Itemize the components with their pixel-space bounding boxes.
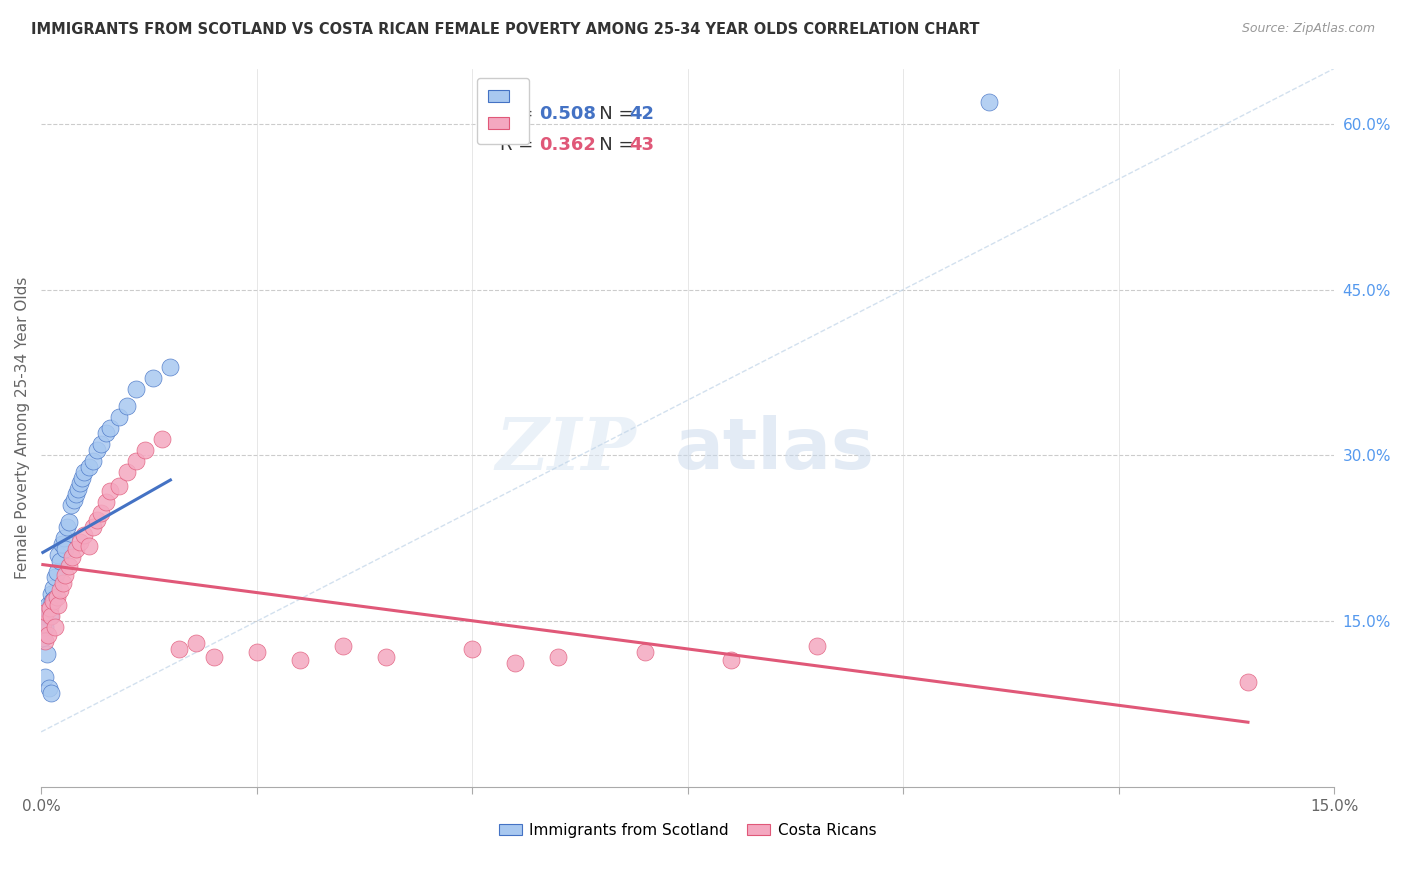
Point bbox=[48, 548, 70, 562]
Point bbox=[42, 594, 65, 608]
Point bbox=[45, 590, 67, 604]
Point bbox=[633, 645, 655, 659]
Point bbox=[38, 681, 60, 695]
Point bbox=[41, 686, 63, 700]
Point bbox=[38, 601, 60, 615]
Point bbox=[37, 648, 59, 662]
Point bbox=[65, 542, 87, 557]
Text: R =: R = bbox=[501, 136, 538, 154]
Point bbox=[42, 581, 65, 595]
Point bbox=[31, 616, 53, 631]
Point bbox=[39, 587, 62, 601]
Point bbox=[246, 645, 269, 659]
Point bbox=[82, 454, 104, 468]
Point bbox=[31, 631, 53, 645]
Point bbox=[67, 482, 90, 496]
Point bbox=[134, 442, 156, 457]
Point bbox=[1237, 675, 1260, 690]
Point bbox=[48, 598, 70, 612]
Legend: Immigrants from Scotland, Costa Ricans: Immigrants from Scotland, Costa Ricans bbox=[492, 817, 883, 844]
Point bbox=[547, 649, 569, 664]
Point bbox=[86, 513, 108, 527]
Point bbox=[73, 528, 96, 542]
Point bbox=[150, 432, 173, 446]
Text: ZIP: ZIP bbox=[495, 414, 636, 485]
Point bbox=[107, 479, 129, 493]
Point bbox=[167, 642, 190, 657]
Point bbox=[51, 537, 73, 551]
Text: N =: N = bbox=[582, 136, 638, 154]
Point bbox=[288, 653, 311, 667]
Point bbox=[86, 442, 108, 457]
Text: 0.508: 0.508 bbox=[538, 104, 596, 123]
Point bbox=[117, 399, 139, 413]
Point bbox=[69, 534, 91, 549]
Point bbox=[34, 620, 56, 634]
Point bbox=[94, 426, 117, 441]
Point bbox=[37, 627, 59, 641]
Point bbox=[69, 476, 91, 491]
Point bbox=[90, 437, 112, 451]
Point bbox=[60, 498, 83, 512]
Point bbox=[90, 506, 112, 520]
Point bbox=[35, 603, 58, 617]
Point bbox=[117, 465, 139, 479]
Point bbox=[82, 520, 104, 534]
Text: 0.362: 0.362 bbox=[538, 136, 596, 154]
Point bbox=[720, 653, 742, 667]
Point bbox=[56, 520, 79, 534]
Point bbox=[42, 592, 65, 607]
Text: R =: R = bbox=[501, 104, 538, 123]
Point bbox=[34, 670, 56, 684]
Point bbox=[41, 594, 63, 608]
Point bbox=[77, 539, 100, 553]
Point bbox=[186, 636, 208, 650]
Text: 43: 43 bbox=[630, 136, 654, 154]
Point bbox=[52, 532, 75, 546]
Point bbox=[107, 409, 129, 424]
Point bbox=[77, 459, 100, 474]
Point bbox=[503, 657, 526, 671]
Point bbox=[159, 359, 181, 374]
Point bbox=[94, 495, 117, 509]
Point bbox=[53, 542, 76, 557]
Point bbox=[98, 483, 121, 498]
Point bbox=[44, 620, 66, 634]
Point bbox=[63, 492, 86, 507]
Point bbox=[49, 553, 72, 567]
Point bbox=[72, 470, 94, 484]
Point bbox=[45, 565, 67, 579]
Point bbox=[44, 570, 66, 584]
Point bbox=[35, 606, 58, 620]
Text: Source: ZipAtlas.com: Source: ZipAtlas.com bbox=[1241, 22, 1375, 36]
Point bbox=[125, 454, 148, 468]
Point bbox=[34, 634, 56, 648]
Text: atlas: atlas bbox=[675, 415, 875, 483]
Point bbox=[73, 465, 96, 479]
Point bbox=[52, 575, 75, 590]
Point bbox=[32, 608, 55, 623]
Point bbox=[461, 642, 484, 657]
Point bbox=[806, 639, 828, 653]
Point bbox=[125, 382, 148, 396]
Point bbox=[332, 639, 354, 653]
Point bbox=[98, 421, 121, 435]
Point bbox=[142, 371, 165, 385]
Point bbox=[60, 550, 83, 565]
Point bbox=[53, 567, 76, 582]
Point bbox=[38, 608, 60, 623]
Point bbox=[202, 649, 225, 664]
Point bbox=[979, 95, 1001, 109]
Point bbox=[58, 559, 80, 574]
Point bbox=[49, 583, 72, 598]
Point bbox=[58, 515, 80, 529]
Text: N =: N = bbox=[582, 104, 638, 123]
Y-axis label: Female Poverty Among 25-34 Year Olds: Female Poverty Among 25-34 Year Olds bbox=[15, 277, 30, 579]
Point bbox=[37, 598, 59, 612]
Point bbox=[65, 487, 87, 501]
Point bbox=[41, 608, 63, 623]
Point bbox=[374, 649, 396, 664]
Text: IMMIGRANTS FROM SCOTLAND VS COSTA RICAN FEMALE POVERTY AMONG 25-34 YEAR OLDS COR: IMMIGRANTS FROM SCOTLAND VS COSTA RICAN … bbox=[31, 22, 980, 37]
Text: 42: 42 bbox=[630, 104, 654, 123]
